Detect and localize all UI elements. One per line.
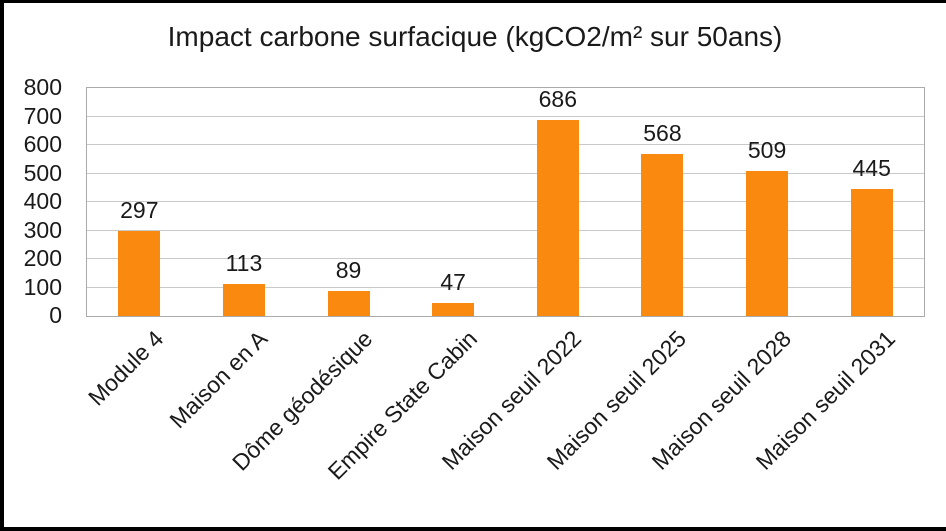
bar-maison-seuil-2031 <box>850 189 893 316</box>
y-axis: 0 100 200 300 400 500 600 700 800 <box>4 3 62 527</box>
y-tick-label: 600 <box>23 131 62 157</box>
y-tick-label: 200 <box>23 245 62 271</box>
x-tick-label: Maison seuil 2022 <box>437 325 587 475</box>
x-tick-label: Empire State Cabin <box>322 325 482 485</box>
x-tick-label: Dôme géodésique <box>226 325 378 476</box>
y-tick-label: 700 <box>23 102 62 129</box>
bar-module-4 <box>118 231 161 316</box>
gridline <box>87 229 924 231</box>
bar-empire-state-cabin <box>432 303 475 316</box>
chart-title: Impact carbone surfacique (kgCO2/m² sur … <box>167 21 783 52</box>
y-tick-label: 300 <box>23 216 62 243</box>
y-tick-label: 800 <box>23 74 62 100</box>
bar-d-me-g-od-sique <box>327 291 370 316</box>
x-tick-label: Module 4 <box>82 325 168 411</box>
plot-area: 297 113 89 47 686 568 509 445 <box>86 87 925 317</box>
gridline <box>87 201 924 202</box>
y-tick-label: 0 <box>49 302 62 328</box>
bar-value-label: 89 <box>335 257 362 283</box>
gridline <box>87 144 924 145</box>
y-tick-label: 500 <box>23 159 62 186</box>
gridline <box>87 258 924 259</box>
x-tick-label: Maison seuil 2025 <box>541 325 692 475</box>
bar-maison-seuil-2028 <box>746 171 789 316</box>
x-tick-label: Maison seuil 2031 <box>750 325 901 475</box>
bar-value-label: 509 <box>747 137 787 163</box>
gridline <box>87 172 924 174</box>
bar-value-label: 568 <box>643 120 682 146</box>
bar-maison-en-a <box>222 284 265 316</box>
bar-value-label: 47 <box>440 269 466 295</box>
bar-maison-seuil-2022 <box>536 120 579 316</box>
bar-value-label: 113 <box>225 250 263 276</box>
bar-value-label: 445 <box>852 155 891 181</box>
x-tick-label: Maison seuil 2028 <box>646 325 796 475</box>
gridline <box>87 115 924 117</box>
y-tick-label: 400 <box>23 188 62 214</box>
y-tick-label: 100 <box>23 273 62 300</box>
bar-value-label: 297 <box>120 197 159 223</box>
bar-maison-seuil-2025 <box>641 154 684 316</box>
bar-value-label: 686 <box>538 86 577 112</box>
x-tick-label: Maison en A <box>164 325 273 434</box>
gridline <box>87 286 924 288</box>
